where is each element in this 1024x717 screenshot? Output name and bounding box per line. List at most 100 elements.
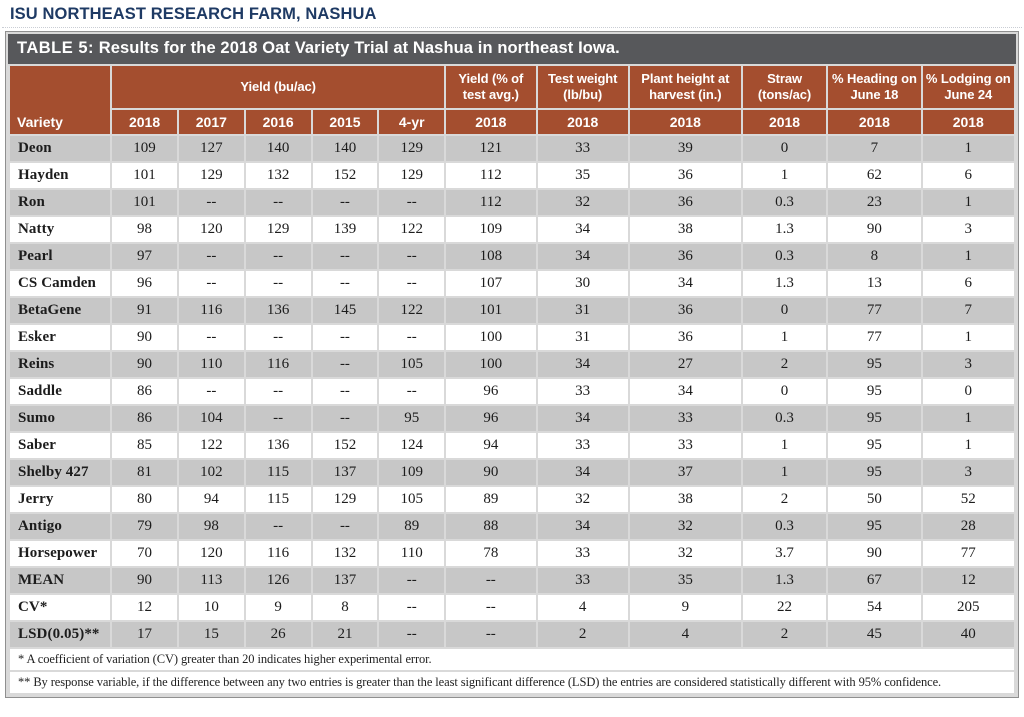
value-cell: -- <box>178 325 244 350</box>
value-cell: 100 <box>446 352 536 377</box>
variety-cell: Ron <box>10 190 111 215</box>
value-cell: 33 <box>629 406 741 431</box>
value-cell: 31 <box>537 298 628 323</box>
value-cell: 140 <box>245 136 311 161</box>
variety-cell: Jerry <box>10 487 111 512</box>
variety-column-header: Variety <box>10 66 111 134</box>
table-row: Shelby 427 81 102 115 137 109 90 34 37 1 95 3 <box>10 460 1014 485</box>
year-subheader: 2018 <box>742 110 827 134</box>
value-cell: 122 <box>379 298 445 323</box>
value-cell: 38 <box>629 217 741 242</box>
value-cell: 137 <box>312 460 378 485</box>
value-cell: 33 <box>537 568 628 593</box>
variety-cell: CV* <box>10 595 111 620</box>
value-cell: 1 <box>742 325 827 350</box>
value-cell: 17 <box>112 622 177 647</box>
value-cell: 2 <box>537 622 628 647</box>
value-cell: 8 <box>312 595 378 620</box>
year-subheader: 2018 <box>446 110 536 134</box>
value-cell: 115 <box>245 487 311 512</box>
table-body: Deon 109 127 140 140 129 121 33 39 0 7 1 Hayden 101 12… <box>10 136 1014 647</box>
value-cell: 30 <box>537 271 628 296</box>
value-cell: 34 <box>537 514 628 539</box>
value-cell: 116 <box>178 298 244 323</box>
footnote-text: ** By response variable, if the differen… <box>10 672 1014 693</box>
variety-cell: Saber <box>10 433 111 458</box>
table-row: Esker 90 -- -- -- -- 100 31 36 1 77 1 <box>10 325 1014 350</box>
value-cell: 109 <box>446 217 536 242</box>
value-cell: 120 <box>178 541 244 566</box>
table-title-bar: TABLE 5: Results for the 2018 Oat Variet… <box>8 34 1016 64</box>
table-row: Horsepower 70 120 116 132 110 78 33 32 3.7 90 77 <box>10 541 1014 566</box>
variety-cell: Horsepower <box>10 541 111 566</box>
value-cell: 112 <box>446 163 536 188</box>
table-title-text: Results for the 2018 Oat Variety Trial a… <box>94 39 620 57</box>
table-row: Reins 90 110 116 -- 105 100 34 27 2 95 3 <box>10 352 1014 377</box>
value-cell: 90 <box>112 352 177 377</box>
column-group-header: Plant height at harvest (in.) <box>629 66 741 108</box>
value-cell: 89 <box>446 487 536 512</box>
value-cell: 96 <box>112 271 177 296</box>
value-cell: 107 <box>446 271 536 296</box>
value-cell: -- <box>379 190 445 215</box>
value-cell: 0.3 <box>742 514 827 539</box>
variety-cell: Shelby 427 <box>10 460 111 485</box>
value-cell: 13 <box>828 271 921 296</box>
page-title: ISU NORTHEAST RESEARCH FARM, NASHUA <box>2 0 1022 28</box>
value-cell: -- <box>379 244 445 269</box>
value-cell: -- <box>245 325 311 350</box>
value-cell: 40 <box>922 622 1014 647</box>
value-cell: 1.3 <box>742 568 827 593</box>
variety-cell: MEAN <box>10 568 111 593</box>
year-subheader: 2015 <box>312 110 378 134</box>
value-cell: 31 <box>537 325 628 350</box>
value-cell: 52 <box>922 487 1014 512</box>
value-cell: 35 <box>629 568 741 593</box>
value-cell: -- <box>312 190 378 215</box>
table-footnotes: * A coefficient of variation (CV) greate… <box>10 649 1014 693</box>
value-cell: 95 <box>828 514 921 539</box>
value-cell: 78 <box>446 541 536 566</box>
value-cell: 136 <box>245 433 311 458</box>
value-cell: 50 <box>828 487 921 512</box>
value-cell: 113 <box>178 568 244 593</box>
value-cell: -- <box>178 190 244 215</box>
value-cell: 129 <box>379 163 445 188</box>
value-cell: 95 <box>828 406 921 431</box>
value-cell: 0 <box>922 379 1014 404</box>
variety-cell: LSD(0.05)** <box>10 622 111 647</box>
value-cell: 129 <box>312 487 378 512</box>
value-cell: 0 <box>742 136 827 161</box>
value-cell: 77 <box>922 541 1014 566</box>
value-cell: -- <box>446 595 536 620</box>
year-subheader: 2018 <box>112 110 177 134</box>
value-cell: 32 <box>629 541 741 566</box>
value-cell: 94 <box>178 487 244 512</box>
value-cell: 4 <box>629 622 741 647</box>
value-cell: 15 <box>178 622 244 647</box>
table-row: Saddle 86 -- -- -- -- 96 33 34 0 95 0 <box>10 379 1014 404</box>
value-cell: 38 <box>629 487 741 512</box>
value-cell: -- <box>379 622 445 647</box>
value-cell: -- <box>312 406 378 431</box>
value-cell: 9 <box>629 595 741 620</box>
value-cell: 33 <box>537 433 628 458</box>
variety-cell: Pearl <box>10 244 111 269</box>
value-cell: 9 <box>245 595 311 620</box>
value-cell: -- <box>312 325 378 350</box>
value-cell: 86 <box>112 379 177 404</box>
value-cell: 1 <box>922 244 1014 269</box>
column-group-header: % Lodging on June 24 <box>922 66 1014 108</box>
value-cell: 2 <box>742 352 827 377</box>
variety-cell: Esker <box>10 325 111 350</box>
table-container: TABLE 5: Results for the 2018 Oat Variet… <box>5 31 1019 698</box>
value-cell: 36 <box>629 298 741 323</box>
value-cell: 86 <box>112 406 177 431</box>
value-cell: 1.3 <box>742 271 827 296</box>
value-cell: 98 <box>112 217 177 242</box>
value-cell: 0.3 <box>742 406 827 431</box>
value-cell: -- <box>245 271 311 296</box>
value-cell: 33 <box>537 541 628 566</box>
value-cell: 95 <box>379 406 445 431</box>
